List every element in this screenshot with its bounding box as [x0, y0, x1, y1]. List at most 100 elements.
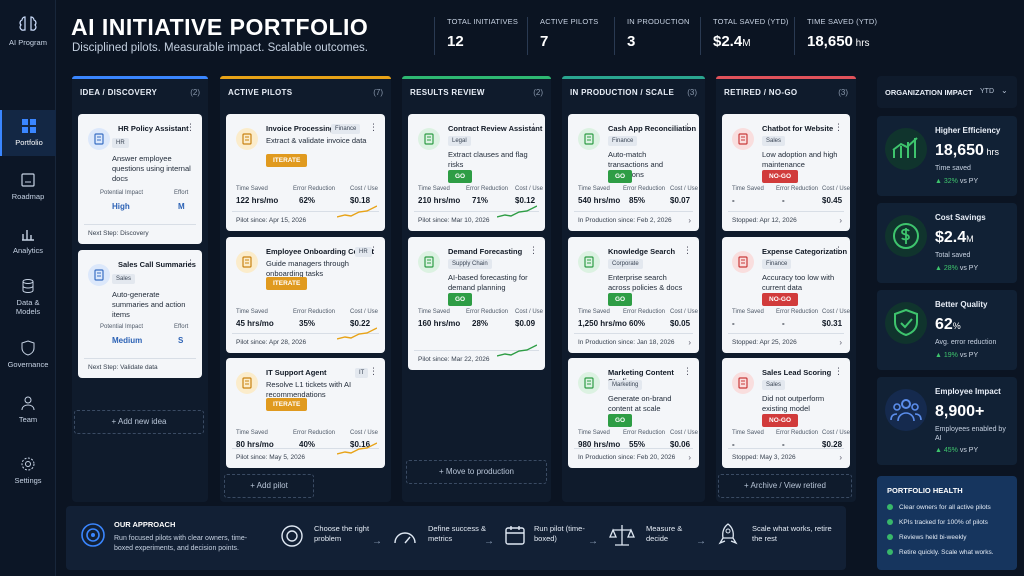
nav-settings[interactable]: Settings	[0, 456, 56, 485]
initiative-card[interactable]: Sales Lead Scoring ⋮ Sales Did not outperfo…	[722, 358, 850, 468]
column-count: (2)	[190, 88, 200, 97]
nav-roadmap[interactable]: Roadmap	[0, 172, 56, 201]
card-description: Generate on-brand content at scale	[608, 394, 672, 413]
error-reduction-value: 62%	[299, 196, 316, 205]
more-options-icon[interactable]: ⋮	[834, 245, 843, 255]
initiative-icon	[732, 372, 754, 394]
next-step: Next Step: Discovery	[88, 230, 149, 237]
initiative-card[interactable]: Chatbot for Website ⋮ Sales Low adoption an…	[722, 114, 850, 231]
card-description: Answer employee questions using internal…	[112, 154, 191, 183]
chevron-right-icon[interactable]: ›	[839, 338, 842, 347]
stat-value: 12	[447, 33, 518, 50]
more-options-icon[interactable]: ⋮	[186, 258, 195, 268]
initiative-icon	[578, 128, 600, 150]
rocket-icon	[718, 523, 738, 545]
initiative-card[interactable]: Knowledge Search ⋮ Corporate Enterprise sea…	[568, 237, 699, 353]
status-badge: GO	[608, 170, 633, 183]
gear-icon	[21, 457, 35, 471]
initiative-icon	[236, 128, 258, 150]
more-options-icon[interactable]: ⋮	[186, 122, 195, 132]
calendar-icon	[505, 526, 525, 545]
column-count: (2)	[533, 88, 543, 97]
more-options-icon[interactable]: ⋮	[369, 245, 378, 255]
brand-logo[interactable]: AI Program	[0, 14, 56, 47]
impact-value: 18,650 hrs	[935, 142, 999, 160]
more-options-icon[interactable]: ⋮	[529, 122, 538, 132]
metric-label: Time Saved	[578, 430, 610, 436]
metric-label: Time Saved	[578, 186, 610, 192]
more-options-icon[interactable]: ⋮	[683, 245, 692, 255]
card-description: Guide managers through onboarding tasks	[266, 259, 349, 278]
initiative-card[interactable]: Employee Onboarding Copilot ⋮ HR Guide mana…	[226, 237, 385, 353]
chevron-right-icon[interactable]: ›	[688, 338, 691, 347]
initiative-card[interactable]: Expense Categorization ⋮ Finance Accuracy t…	[722, 237, 850, 353]
column-accent-bar	[220, 76, 391, 79]
nav-portfolio[interactable]: Portfolio	[0, 110, 56, 156]
stat-unit: hrs	[852, 38, 870, 49]
chevron-right-icon[interactable]: ›	[839, 453, 842, 462]
initiative-card[interactable]: Marketing Content Studio⋮MarketingGenera…	[568, 358, 699, 468]
delta-suffix: vs PY	[957, 352, 979, 359]
metric-label: Effort	[174, 324, 189, 330]
initiative-card[interactable]: HR Policy Assistant ⋮ HR Answer employee qu…	[78, 114, 202, 244]
column-action-button[interactable]: + Archive / View retired	[718, 474, 852, 498]
category-tag: Marketing	[608, 380, 643, 390]
more-options-icon[interactable]: ⋮	[834, 366, 843, 376]
metric-label: Cost / Use	[822, 430, 850, 436]
initiative-card[interactable]: Sales Call Summaries ⋮ Sales Auto-generate …	[78, 250, 202, 378]
metric-label: Cost / Use	[350, 186, 379, 192]
time-saved-value: 980 hrs/mo	[578, 440, 621, 449]
cost-per-use-value: $0.45	[822, 196, 843, 205]
metric-label: Time Saved	[236, 309, 268, 315]
more-options-icon[interactable]: ⋮	[834, 122, 843, 132]
metric-value: High	[112, 202, 130, 211]
time-saved-value: 160 hrs/mo	[418, 319, 461, 328]
analytics-icon	[22, 230, 34, 241]
initiative-card[interactable]: IT Support Agent ⋮ IT Resolve L1 tickets wi…	[226, 358, 385, 468]
more-options-icon[interactable]: ⋮	[683, 366, 692, 376]
card-title: Sales Lead Scoring	[762, 368, 832, 377]
period-selector[interactable]: YTD	[980, 88, 994, 95]
chevron-right-icon[interactable]: ›	[688, 216, 691, 225]
more-options-icon[interactable]: ⋮	[369, 122, 378, 132]
chevron-right-icon[interactable]: ›	[839, 216, 842, 225]
initiative-card[interactable]: Demand Forecasting ⋮ Supply Chain AI-based …	[408, 237, 545, 370]
nav-governance[interactable]: Governance	[0, 340, 56, 369]
card-description: Auto-generate summaries and action items	[112, 290, 186, 319]
approach-title: OUR APPROACH	[114, 520, 176, 529]
column-count: (3)	[838, 88, 848, 97]
cost-per-use-value: $0.18	[350, 196, 371, 205]
card-date: In Production since: Feb 20, 2026	[578, 454, 676, 461]
card-description: Extract clauses and flag risks	[448, 150, 528, 169]
status-badge: GO	[448, 293, 473, 306]
column-title: RETIRED / NO-GO	[724, 88, 798, 97]
stat-value: 18,650 hrs	[807, 33, 877, 50]
more-options-icon[interactable]: ⋮	[683, 122, 692, 132]
approach-desc: Run focused pilots with clear owners, ti…	[114, 535, 248, 552]
check-dot-icon	[887, 534, 893, 540]
impact-card: Employee Impact 8,900+ Employees enabled b…	[877, 377, 1017, 465]
initiative-card[interactable]: Contract Review Assistant ⋮ Legal Extract c…	[408, 114, 545, 231]
column-action-button[interactable]: + Add new idea	[74, 410, 204, 434]
initiative-card[interactable]: Invoice Processing ⋮ Finance Extract & vali…	[226, 114, 385, 231]
nav-data-models[interactable]: Data & Models	[0, 278, 56, 316]
metric-value: Medium	[112, 336, 143, 345]
stat-number: 7	[540, 33, 549, 50]
error-reduction-value: -	[782, 319, 785, 328]
impact-delta: ▲ 28% vs PY	[935, 265, 978, 272]
nav-analytics[interactable]: Analytics	[0, 226, 56, 255]
org-impact-header[interactable]: ORGANIZATION IMPACT YTD ⌄	[877, 76, 1017, 108]
nav-team[interactable]: Team	[0, 395, 56, 424]
initiative-card[interactable]: Cash App Reconciliation ⋮ Finance Auto-matc…	[568, 114, 699, 231]
category-tag: IT	[355, 368, 369, 378]
nav-label: Portfolio	[15, 138, 43, 147]
more-options-icon[interactable]: ⋮	[529, 245, 538, 255]
metric-label: Error Reduction	[293, 186, 336, 192]
column-action-button[interactable]: + Add pilot	[224, 474, 314, 498]
column-action-button[interactable]: + Move to production	[406, 460, 547, 484]
portfolio-health-panel: PORTFOLIO HEALTH Clear owners for all ac…	[877, 476, 1017, 570]
more-options-icon[interactable]: ⋮	[369, 366, 378, 376]
chevron-right-icon[interactable]: ›	[688, 453, 691, 462]
error-reduction-value: 71%	[472, 196, 489, 205]
error-reduction-value: 60%	[629, 319, 646, 328]
